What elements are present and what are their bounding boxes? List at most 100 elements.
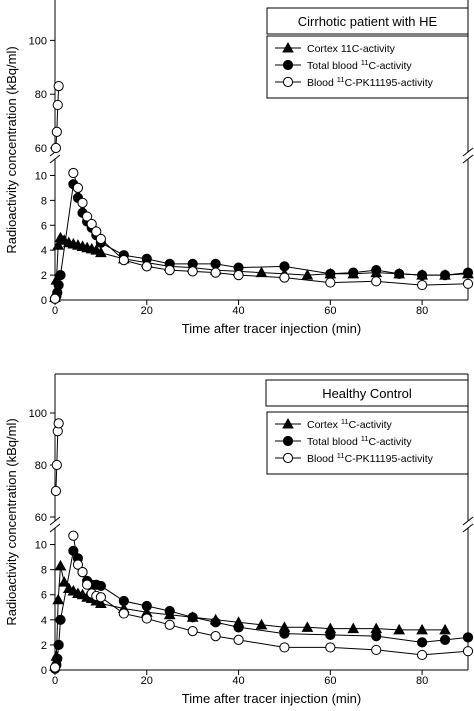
data-point-pk11195-blood	[187, 626, 198, 637]
legend-box	[266, 411, 469, 475]
series-group	[49, 81, 474, 304]
data-point-pk11195-blood	[462, 646, 474, 657]
data-point-pk11195-blood	[52, 99, 63, 111]
data-point-total-blood	[325, 268, 336, 279]
legend-label-part: 11	[337, 75, 345, 84]
data-point-pk11195-blood	[210, 631, 221, 642]
data-point-pk11195-blood	[95, 233, 106, 245]
data-point-pk11195-blood	[51, 459, 62, 471]
data-point-cortex	[439, 623, 451, 635]
data-point-total-blood	[53, 639, 64, 651]
data-point-pk11195-blood	[50, 142, 62, 154]
data-point-pk11195-blood	[371, 644, 382, 656]
data-point-cortex	[393, 623, 406, 635]
data-point-pk11195-blood	[279, 642, 290, 653]
legend-marker-pk11195-blood	[282, 452, 294, 464]
data-point-total-blood	[371, 631, 382, 642]
data-point-cortex	[52, 593, 65, 605]
legend-marker-cortex	[282, 417, 294, 429]
y-tick-label: 0	[41, 665, 47, 677]
y-tick-label: 2	[41, 640, 47, 652]
data-point-pk11195-blood	[462, 278, 474, 289]
legend-label-part: C-activity	[349, 419, 393, 431]
series-line-pk11195-blood	[72, 172, 469, 286]
data-point-pk11195-blood	[51, 126, 62, 137]
data-point-cortex	[416, 623, 428, 635]
y-tick-label: 4	[41, 615, 47, 627]
data-point-pk11195-blood	[141, 261, 152, 272]
series-line-pk11195-blood	[72, 535, 469, 656]
data-point-cortex	[54, 559, 67, 571]
panel-title: Cirrhotic patient with HE	[298, 14, 438, 29]
data-point-pk11195-blood	[141, 613, 152, 624]
x-axis-label: Time after tracer injection (min)	[182, 321, 361, 336]
data-point-pk11195-blood	[86, 218, 97, 230]
legend-label-part: Cortex 11C-activity	[307, 43, 396, 55]
y-tick-label: 100	[29, 35, 47, 47]
legend-label: Cortex 11C-activity	[307, 417, 393, 432]
legend-label-part: Total blood	[307, 436, 361, 448]
y-tick-label: 60	[35, 512, 47, 524]
data-point-pk11195-blood	[164, 619, 175, 630]
y-axis-label: Radioactivity concentration (kBq/ml)	[4, 46, 19, 253]
legend-label-part: 11	[341, 417, 349, 426]
y-tick-label: 10	[35, 540, 47, 552]
data-point-pk11195-blood	[187, 266, 198, 277]
series-group	[49, 418, 474, 674]
data-point-pk11195-blood	[417, 649, 428, 661]
legend-marker-total-blood	[282, 59, 294, 71]
data-point-total-blood	[95, 580, 106, 592]
x-tick-label: 80	[416, 675, 428, 687]
legend-label: Blood 11C-PK11195-activity	[307, 451, 434, 466]
x-axis-label: Time after tracer injection (min)	[182, 691, 361, 706]
legend-label-part: Total blood	[307, 60, 361, 72]
x-tick-label: 40	[232, 305, 244, 317]
x-tick-label: 0	[52, 675, 58, 687]
data-point-pk11195-blood	[233, 269, 244, 281]
data-point-total-blood	[394, 268, 405, 279]
data-point-pk11195-blood	[50, 485, 62, 497]
legend-label-part: C-PK11195-activity	[345, 453, 434, 465]
data-point-total-blood	[462, 632, 474, 643]
data-point-pk11195-blood	[325, 642, 336, 653]
axis-break-mark	[462, 154, 474, 164]
data-point-total-blood	[210, 258, 221, 269]
data-point-pk11195-blood	[118, 608, 129, 619]
data-point-total-blood	[417, 637, 428, 648]
data-point-pk11195-blood	[49, 662, 61, 673]
legend-label-part: Blood	[307, 453, 337, 465]
data-point-total-blood	[164, 605, 175, 617]
data-point-pk11195-blood	[72, 182, 84, 194]
data-point-total-blood	[279, 628, 290, 639]
data-point-cortex	[347, 622, 360, 634]
data-point-total-blood	[462, 267, 474, 278]
data-point-total-blood	[53, 279, 64, 291]
data-point-pk11195-blood	[325, 277, 336, 288]
data-point-cortex	[95, 246, 107, 258]
y-tick-label: 80	[35, 460, 47, 472]
data-point-total-blood	[141, 600, 152, 612]
panel-title-box	[265, 379, 469, 407]
panel-healthy-control: 0 2 4 6 8 10 60 80 100 0 20 40 60 80 Time after tracer…	[4, 373, 474, 706]
legend-label: Total blood 11C-activity	[307, 58, 412, 73]
data-point-total-blood	[325, 629, 336, 640]
axis-break-mark	[462, 516, 474, 526]
y-axis-label: Radioactivity concentration (kBq/ml)	[4, 418, 19, 625]
data-point-total-blood	[279, 261, 290, 272]
axis-break-mark	[49, 516, 61, 526]
legend-label-part: 11	[361, 58, 369, 67]
data-point-total-blood	[371, 265, 382, 276]
axis-break-mark	[462, 147, 474, 157]
data-point-pk11195-blood	[53, 81, 64, 92]
x-tick-label: 40	[232, 675, 244, 687]
data-point-total-blood	[55, 269, 66, 281]
legend-label-part: Blood	[307, 77, 337, 89]
data-point-total-blood	[210, 617, 221, 628]
data-point-pk11195-blood	[77, 197, 88, 208]
data-point-pk11195-blood	[371, 276, 382, 287]
y-tick-label: 8	[41, 195, 47, 207]
legend-label-part: C-activity	[369, 436, 413, 448]
series-line-total-blood	[54, 184, 469, 300]
data-point-cortex	[255, 618, 268, 630]
x-tick-label: 80	[416, 305, 428, 317]
